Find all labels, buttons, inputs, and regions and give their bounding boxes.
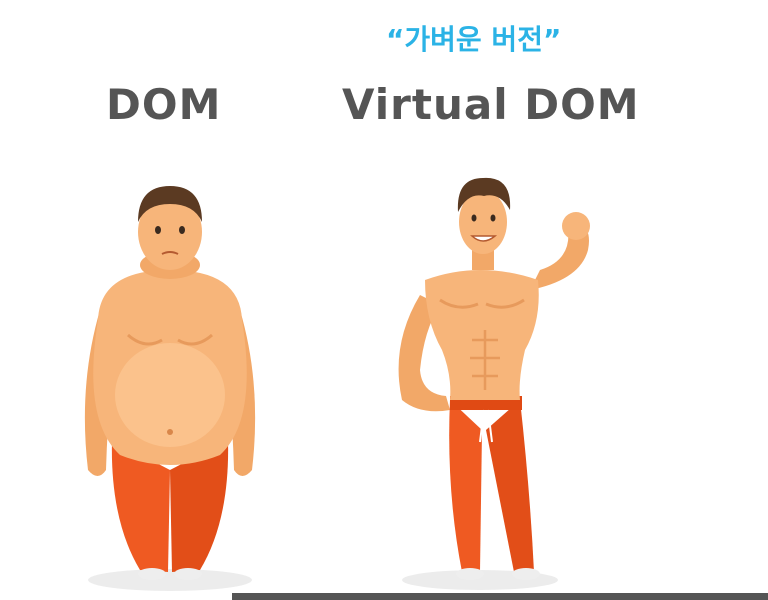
virtual-dom-label: Virtual DOM (342, 80, 640, 129)
overweight-man-illustration (84, 186, 256, 591)
dom-label: DOM (106, 80, 222, 129)
muscular-man-illustration (398, 177, 590, 590)
subtitle-lightweight-version: “가벼운 버전” (386, 23, 562, 56)
bottom-bar (232, 593, 768, 600)
